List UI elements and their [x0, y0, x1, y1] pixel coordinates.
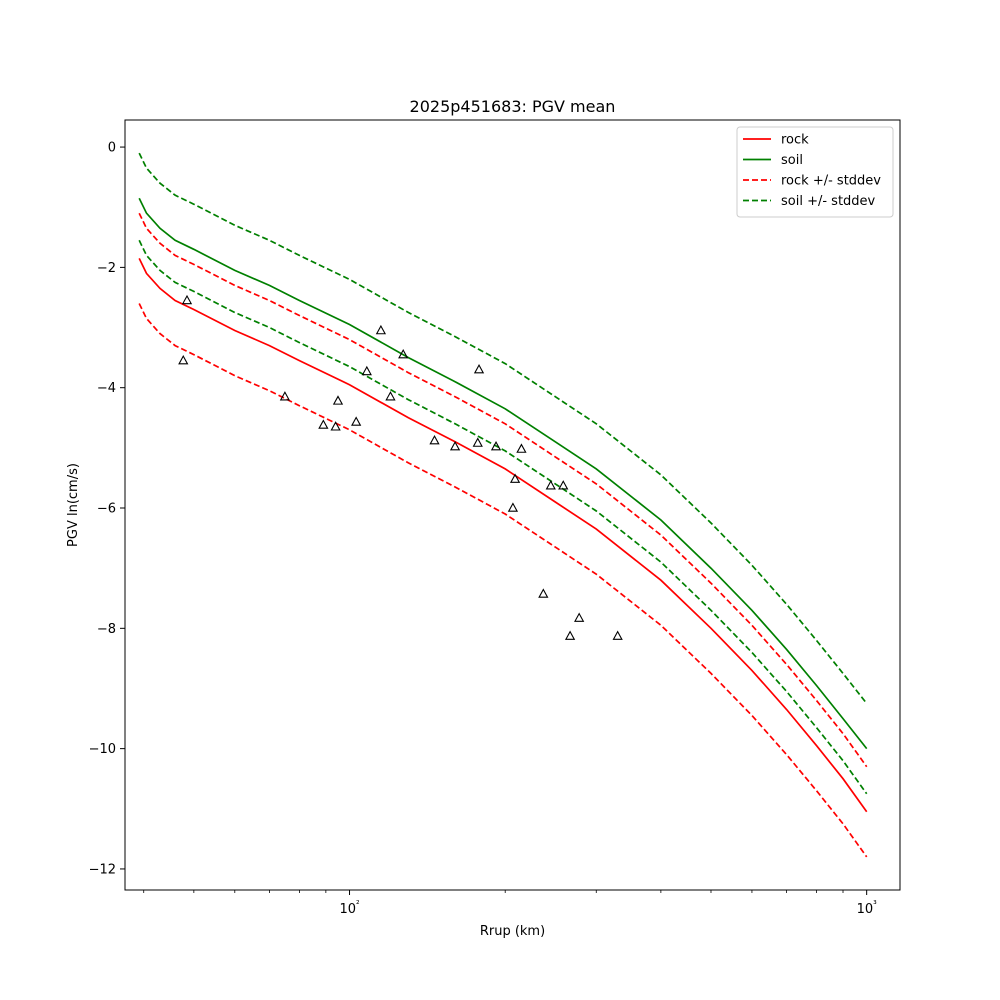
y-tick-label: −12: [89, 862, 116, 877]
y-tick-label: −8: [97, 622, 116, 637]
observation-point: [332, 395, 344, 405]
observation-point: [574, 612, 585, 622]
y-axis-label: PGV ln(cm/s): [66, 463, 81, 547]
observation-point: [612, 630, 623, 640]
observation-point: [375, 324, 387, 335]
observation-point: [558, 480, 569, 490]
observation-point: [473, 363, 485, 374]
observation-point: [385, 391, 396, 401]
observation-point: [545, 480, 556, 490]
observation-point: [398, 348, 409, 359]
y-tick-label: −10: [89, 742, 116, 757]
chart-title: 2025p451683: PGV mean: [410, 97, 616, 116]
y-tick-label: −2: [97, 261, 116, 276]
y-tick-label: −6: [97, 502, 116, 517]
observation-point: [318, 419, 329, 429]
observation-point: [490, 440, 502, 451]
y-tick-label: −4: [97, 381, 116, 396]
legend-label: rock +/- stddev: [781, 174, 881, 189]
observations-layer: [178, 294, 623, 640]
series-layer: [138, 152, 868, 858]
y-axis: 0 −2 −4 −6 −8 −10 −12: [89, 141, 125, 877]
series-line-5: [138, 239, 868, 795]
observation-point: [181, 294, 193, 305]
x-tick-label: 10²: [339, 900, 360, 917]
observation-point: [538, 588, 549, 598]
observation-point: [351, 416, 362, 426]
series-line-1: [138, 197, 868, 750]
series-line-2: [138, 212, 868, 768]
legend-label: soil +/- stddev: [781, 194, 876, 209]
x-axis: 10² 10³: [143, 890, 878, 917]
observation-point: [178, 354, 189, 365]
x-tick-label: 10³: [857, 900, 878, 917]
observation-point: [516, 443, 527, 453]
observation-point: [509, 473, 521, 483]
y-tick-label: 0: [108, 141, 116, 156]
observation-point: [449, 440, 461, 451]
observation-point: [429, 434, 440, 445]
legend-box: [736, 126, 894, 218]
observation-point: [472, 437, 483, 447]
plot-frame: [124, 119, 901, 891]
legend-label: soil: [781, 153, 803, 168]
legend-label: rock: [781, 133, 809, 148]
observation-point: [330, 421, 341, 431]
legend: rock soil rock +/- stddev soil +/- stddev: [736, 126, 894, 218]
observation-point: [361, 365, 372, 376]
observation-point: [507, 502, 519, 512]
series-line-3: [138, 303, 868, 858]
observation-point: [279, 391, 291, 401]
x-axis-label: Rrup (km): [480, 924, 545, 939]
observation-point: [564, 630, 576, 640]
series-line-4: [138, 152, 868, 705]
